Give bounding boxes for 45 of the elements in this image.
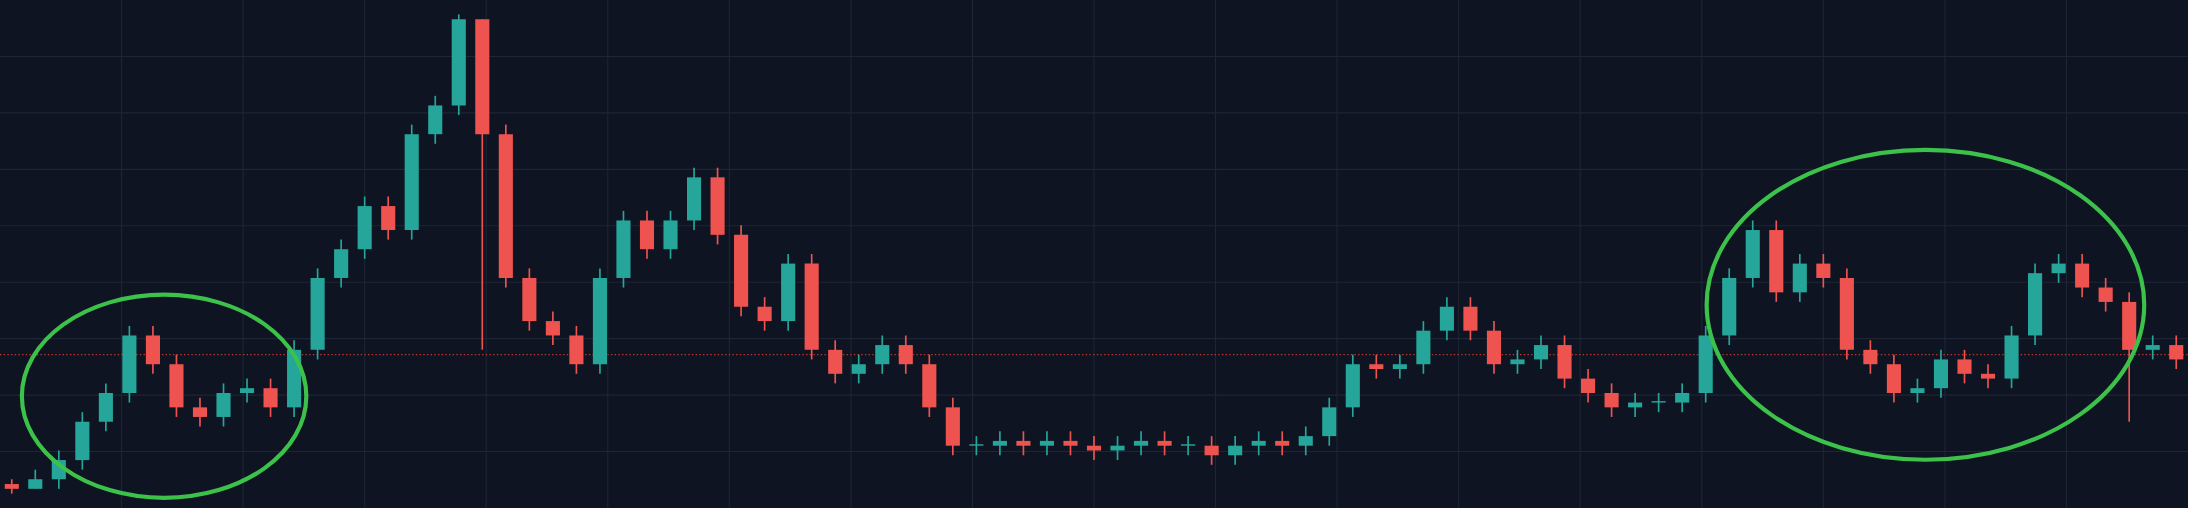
candlestick: [851, 353, 866, 385]
candlestick: [1392, 353, 1407, 380]
candlestick: [1980, 363, 1996, 390]
candlestick: [1651, 392, 1666, 413]
candlestick: [1863, 339, 1878, 375]
candlestick: [28, 468, 43, 490]
candlestick: [1157, 430, 1172, 457]
candlestick: [969, 435, 984, 457]
candlestick: [898, 334, 913, 375]
candlestick: [1275, 430, 1290, 457]
candlestick: [1510, 349, 1525, 375]
candlestick: [1228, 435, 1243, 466]
candlestick: [1533, 334, 1549, 370]
candlestick: [1581, 368, 1596, 404]
candlestick: [992, 430, 1007, 457]
candlestick: [381, 195, 396, 241]
candlestick: [1298, 425, 1313, 457]
candlestick: [1134, 430, 1149, 457]
candlestick: [1675, 382, 1690, 413]
candlestick: [1039, 430, 1054, 457]
candlestick: [1816, 253, 1831, 289]
candlestick: [239, 377, 255, 404]
candlestick: [1604, 382, 1619, 418]
candlestick: [1369, 353, 1384, 380]
candlestick: [1439, 296, 1454, 342]
candlestick: [545, 310, 560, 346]
candlestick: [1251, 430, 1266, 457]
candlestick: [2051, 253, 2066, 284]
candlestick: [875, 334, 890, 375]
candlestick: [1463, 296, 1478, 342]
candlestick: [192, 396, 208, 428]
candlestick: [1957, 349, 1972, 385]
candlestick: [2145, 334, 2160, 361]
candlestick: [1910, 377, 1925, 404]
candlestick: [2075, 253, 2090, 298]
candlestick: [216, 382, 231, 428]
candlestick: [1063, 430, 1078, 457]
candlestick: [828, 339, 843, 385]
candlestick: [1016, 430, 1031, 457]
candlestick: [263, 377, 278, 418]
candlestick: [757, 296, 772, 332]
candlestick: [2098, 277, 2113, 313]
candlestick: [2169, 334, 2184, 370]
candlestick: [1181, 435, 1196, 457]
candlestick: [1204, 435, 1219, 466]
